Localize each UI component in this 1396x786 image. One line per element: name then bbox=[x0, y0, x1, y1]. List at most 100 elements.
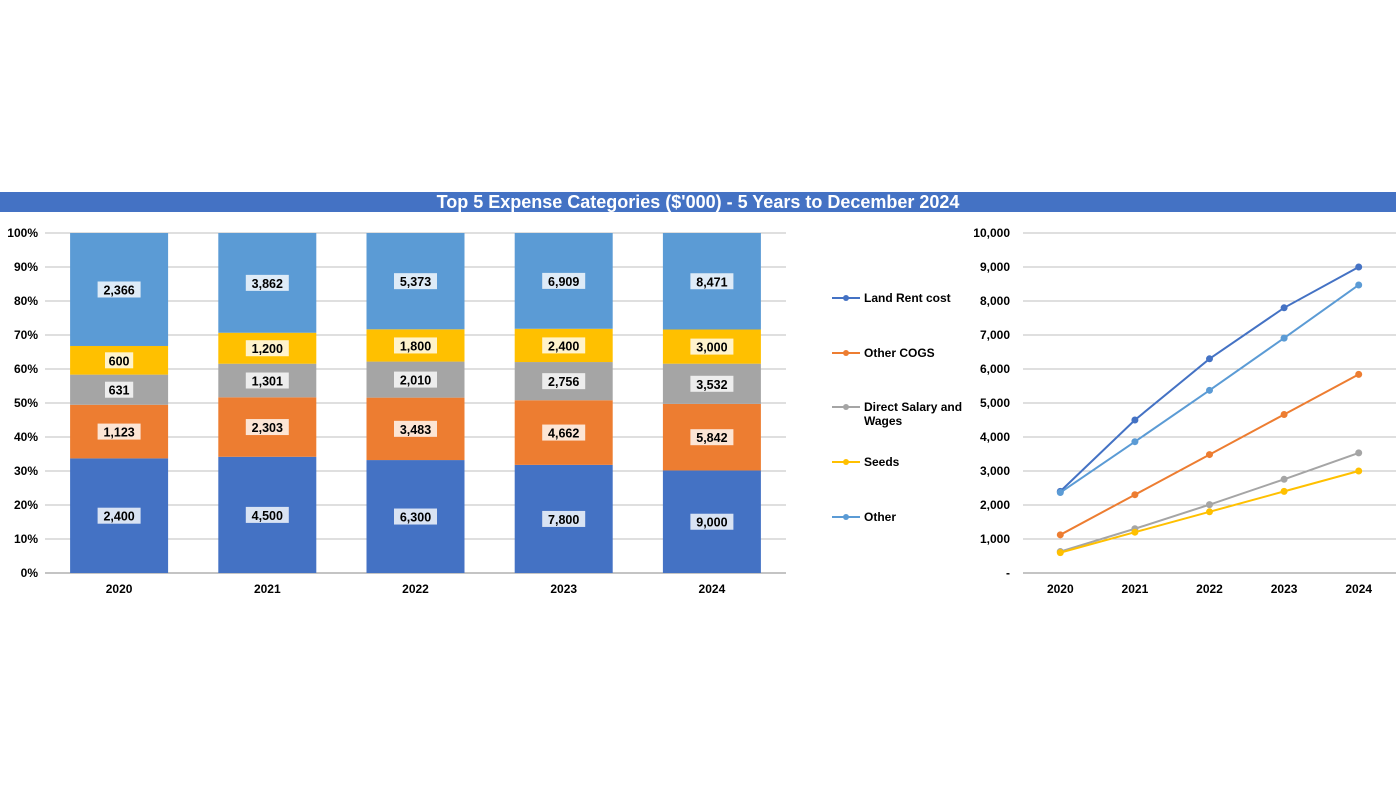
data-label-background bbox=[97, 507, 141, 524]
legend-swatch-marker bbox=[843, 404, 849, 410]
legend-swatch-marker bbox=[843, 514, 849, 520]
chart-title: Top 5 Expense Categories ($'000) - 5 Yea… bbox=[0, 192, 1396, 212]
line-chart: - 1,000 2,000 3,000 4,000 5,000 6,000 7,000 8,00… bbox=[973, 226, 1396, 596]
bar-data-label: 600 bbox=[109, 354, 130, 368]
bar-data-label: 6,300 bbox=[400, 511, 431, 525]
legend-label-direct-salary-and-wages: Wages bbox=[864, 414, 903, 428]
series-point-land-rent-cost bbox=[1355, 263, 1363, 271]
series-point-other-cogs bbox=[1131, 491, 1139, 499]
bar-data-label: 2,756 bbox=[548, 375, 579, 389]
data-label-background bbox=[105, 381, 134, 398]
bar-y-tick-label: 20% bbox=[14, 498, 38, 512]
line-y-tick-label: 10,000 bbox=[973, 226, 1010, 240]
bar-y-tick-label: 50% bbox=[14, 396, 38, 410]
bar-data-label: 3,532 bbox=[696, 378, 727, 392]
series-point-direct-salary-and-wages bbox=[1206, 501, 1213, 509]
series-point-other-cogs bbox=[1355, 370, 1363, 378]
line-x-tick-label: 2020 bbox=[1047, 582, 1074, 596]
line-y-tick-label: 4,000 bbox=[980, 430, 1010, 444]
line-y-tick-label: 9,000 bbox=[980, 260, 1010, 274]
data-label-background bbox=[394, 273, 437, 290]
bar-y-tick-label: 10% bbox=[14, 532, 38, 546]
bar-y-tick-label: 80% bbox=[14, 294, 38, 308]
series-point-direct-salary-and-wages bbox=[1355, 449, 1363, 457]
series-point-seeds bbox=[1206, 508, 1213, 516]
series-point-other bbox=[1056, 489, 1064, 497]
series-point-other bbox=[1206, 386, 1213, 394]
bar-data-label: 1,123 bbox=[103, 426, 134, 440]
data-label-background bbox=[542, 272, 586, 289]
bar-data-label: 1,200 bbox=[252, 342, 283, 356]
data-label-background bbox=[245, 340, 289, 357]
data-label-background bbox=[245, 372, 289, 389]
bar-data-label: 1,301 bbox=[252, 375, 283, 389]
line-x-tick-label: 2023 bbox=[1271, 582, 1298, 596]
data-label-background bbox=[245, 274, 289, 291]
series-point-seeds bbox=[1131, 528, 1139, 536]
bar-y-tick-label: 60% bbox=[14, 362, 38, 376]
legend-swatch-marker bbox=[843, 295, 849, 301]
data-label-background bbox=[542, 510, 586, 527]
data-label-background bbox=[245, 419, 289, 436]
bar-y-tick-label: 100% bbox=[7, 226, 38, 240]
series-point-direct-salary-and-wages bbox=[1280, 475, 1288, 483]
line-y-tick-label: 3,000 bbox=[980, 464, 1010, 478]
data-label-background bbox=[542, 424, 586, 441]
series-point-land-rent-cost bbox=[1206, 355, 1213, 363]
data-label-background bbox=[690, 375, 734, 392]
data-label-background bbox=[394, 371, 437, 388]
line-x-tick-label: 2024 bbox=[1345, 582, 1372, 596]
bar-data-label: 4,662 bbox=[548, 427, 579, 441]
line-y-tick-label: 7,000 bbox=[980, 328, 1010, 342]
bar-y-tick-label: 30% bbox=[14, 464, 38, 478]
bar-data-label: 3,862 bbox=[252, 277, 283, 291]
data-label-background bbox=[690, 273, 734, 290]
line-y-tick-label: 1,000 bbox=[980, 532, 1010, 546]
bar-data-label: 5,373 bbox=[400, 275, 431, 289]
legend-label-other-cogs: Other COGS bbox=[864, 346, 935, 360]
bar-x-tick-label: 2023 bbox=[550, 582, 577, 596]
legend-label-direct-salary-and-wages: Direct Salary and bbox=[864, 400, 962, 414]
legend-label-other: Other bbox=[864, 510, 896, 524]
bar-y-tick-label: 70% bbox=[14, 328, 38, 342]
data-label-background bbox=[690, 429, 734, 446]
legend-swatch-marker bbox=[843, 350, 849, 356]
bar-x-tick-label: 2020 bbox=[106, 582, 133, 596]
bar-data-label: 3,483 bbox=[400, 423, 431, 437]
series-point-seeds bbox=[1056, 549, 1064, 557]
bar-data-label: 5,842 bbox=[696, 431, 727, 445]
line-y-tick-label: 6,000 bbox=[980, 362, 1010, 376]
data-label-background bbox=[394, 420, 437, 437]
data-label-background bbox=[394, 337, 437, 354]
series-point-other-cogs bbox=[1280, 410, 1288, 418]
bar-data-label: 2,303 bbox=[252, 421, 283, 435]
data-label-background bbox=[542, 373, 586, 390]
data-label-background bbox=[394, 508, 437, 525]
bar-data-label: 1,800 bbox=[400, 339, 431, 353]
line-x-tick-label: 2022 bbox=[1196, 582, 1223, 596]
series-point-other-cogs bbox=[1056, 531, 1064, 539]
line-y-tick-label: - bbox=[1006, 566, 1010, 580]
legend: Land Rent cost Other COGS Direct Salary an… bbox=[832, 291, 962, 524]
line-y-tick-label: 2,000 bbox=[980, 498, 1010, 512]
bar-data-label: 9,000 bbox=[696, 516, 727, 530]
data-label-background bbox=[97, 423, 141, 440]
bar-data-label: 7,800 bbox=[548, 513, 579, 527]
series-point-other bbox=[1355, 281, 1363, 289]
bar-data-label: 8,471 bbox=[696, 275, 727, 289]
bar-data-label: 4,500 bbox=[252, 509, 283, 523]
line-x-tick-label: 2021 bbox=[1122, 582, 1149, 596]
legend-swatch-marker bbox=[843, 459, 849, 465]
bar-x-tick-label: 2022 bbox=[402, 582, 429, 596]
legend-label-seeds: Seeds bbox=[864, 455, 900, 469]
data-label-background bbox=[105, 352, 134, 369]
data-label-background bbox=[97, 281, 141, 298]
series-point-other-cogs bbox=[1206, 451, 1213, 459]
bar-x-tick-label: 2024 bbox=[699, 582, 726, 596]
series-point-seeds bbox=[1355, 467, 1363, 475]
series-point-seeds bbox=[1280, 487, 1288, 495]
data-label-background bbox=[245, 506, 289, 523]
legend-label-land-rent-cost: Land Rent cost bbox=[864, 291, 951, 305]
bar-data-label: 2,400 bbox=[103, 510, 134, 524]
